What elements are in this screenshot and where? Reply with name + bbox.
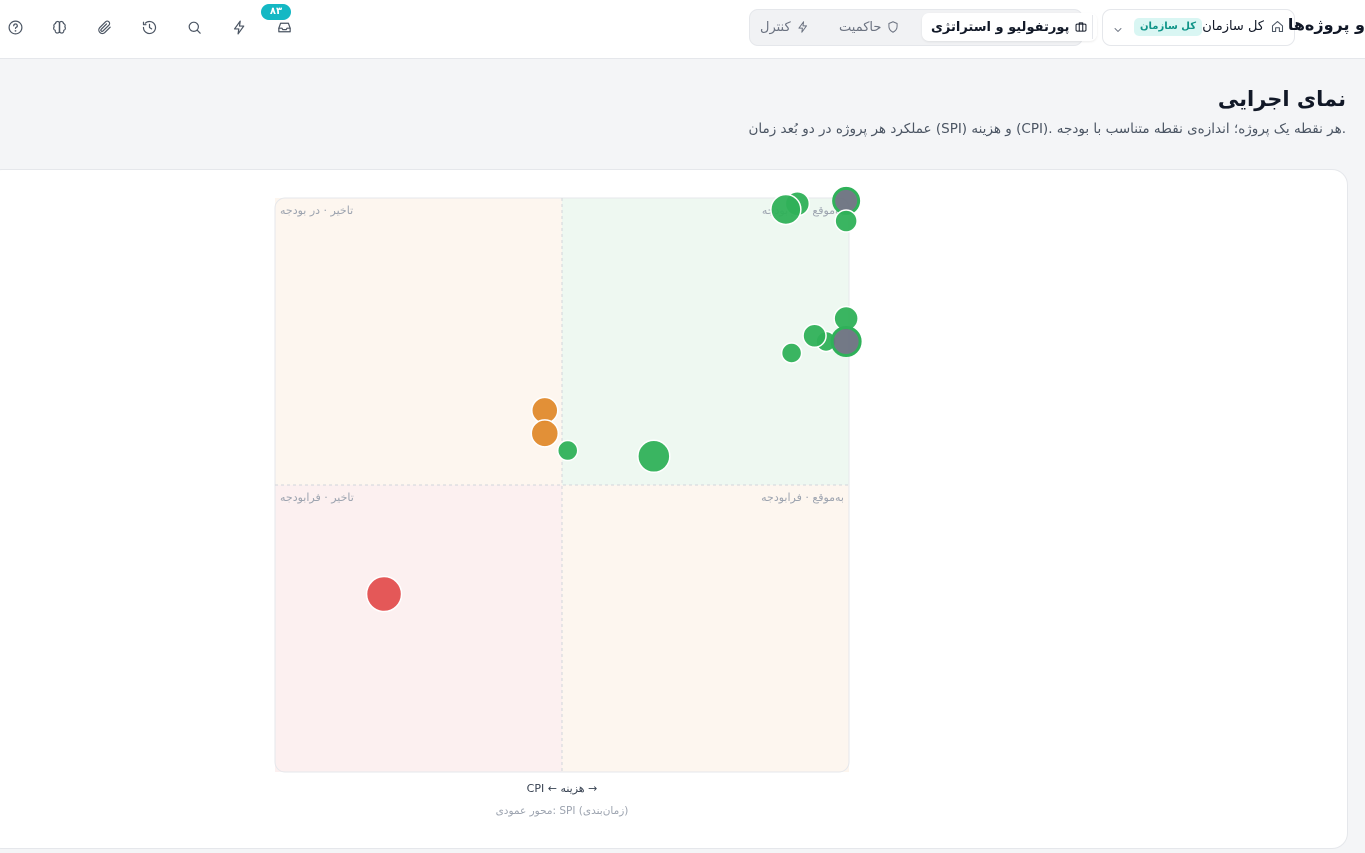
- tab-governance[interactable]: حاکمیت: [839, 13, 900, 41]
- tab-control-label: کنترل: [760, 19, 791, 35]
- bolt-icon[interactable]: [229, 17, 249, 37]
- tab-portfolio-strategy-label: پورتفولیو و استراتژی: [931, 19, 1070, 35]
- divider: [1092, 15, 1093, 39]
- tab-governance-label: حاکمیت: [839, 19, 882, 35]
- inbox-icon[interactable]: [274, 17, 294, 37]
- org-selector-label: کل سازمان: [1202, 19, 1264, 34]
- chart-card: [0, 169, 1348, 849]
- briefcase-icon: [1075, 22, 1087, 32]
- bolt-icon: [798, 21, 807, 33]
- top-bar: ۸۳ کنترل حاکمیت پورتفولیو و استراتژی کل …: [0, 0, 1365, 59]
- app-section-title: و پروژه‌ها: [1287, 15, 1365, 34]
- org-selector[interactable]: کل سازمان کل سازمان: [1102, 9, 1295, 46]
- tab-control[interactable]: کنترل: [760, 13, 810, 41]
- tab-portfolio-strategy[interactable]: پورتفولیو و استراتژی: [922, 13, 1098, 41]
- home-icon: [1270, 19, 1285, 38]
- page-title: نمای اجرایی: [1217, 87, 1346, 111]
- chevron-down-icon: [1112, 21, 1124, 40]
- brain-icon[interactable]: [49, 17, 69, 37]
- y-axis-note: (زمان‌بندی) SPI :محور عمودی: [495, 805, 629, 817]
- search-icon[interactable]: [184, 17, 204, 37]
- inbox-badge: ۸۳: [261, 4, 291, 20]
- history-icon[interactable]: [139, 17, 159, 37]
- shield-icon: [888, 21, 898, 33]
- page-subtitle: عملکرد هر پروژه در دو بُعد زمان (SPI) و …: [748, 121, 1346, 137]
- section-tabs: کنترل حاکمیت پورتفولیو و استراتژی: [749, 9, 1098, 46]
- help-icon[interactable]: [5, 17, 25, 37]
- org-scope-chip: کل سازمان: [1134, 18, 1203, 36]
- x-axis-label: → هزینه ← CPI: [526, 782, 598, 795]
- paperclip-icon[interactable]: [94, 17, 114, 37]
